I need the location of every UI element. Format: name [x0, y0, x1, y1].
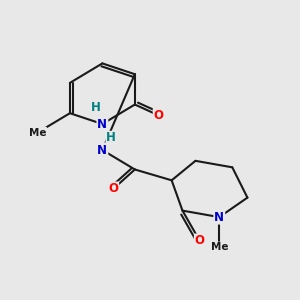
Text: Me: Me	[211, 242, 228, 252]
Text: N: N	[98, 143, 107, 157]
Text: O: O	[154, 109, 164, 122]
Text: Me: Me	[29, 128, 46, 138]
Text: O: O	[108, 182, 118, 196]
Text: O: O	[195, 234, 205, 248]
Text: N: N	[98, 118, 107, 130]
Text: N: N	[214, 211, 224, 224]
Text: H: H	[106, 131, 116, 144]
Text: H: H	[91, 101, 101, 114]
